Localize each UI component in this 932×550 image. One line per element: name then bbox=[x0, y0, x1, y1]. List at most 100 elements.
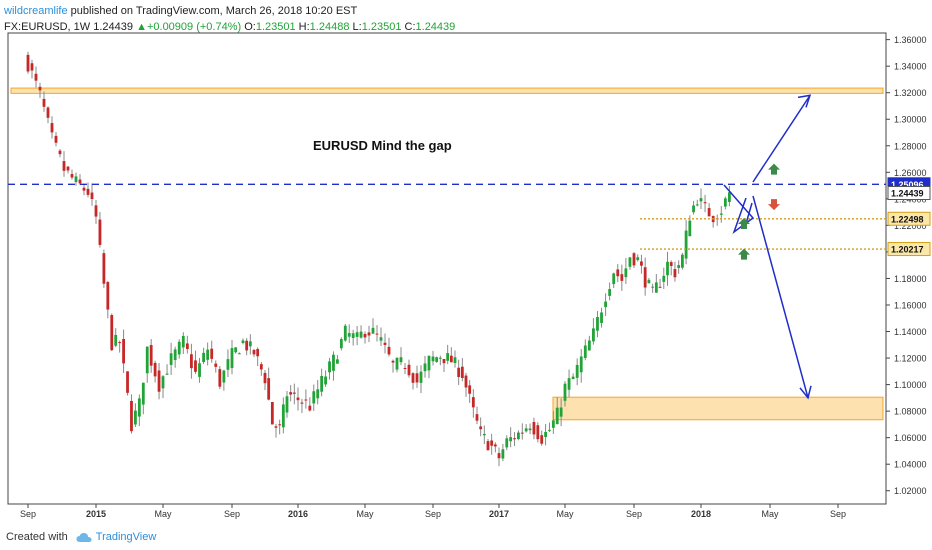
candle-body bbox=[651, 286, 655, 288]
change-value: +0.00909 (+0.74%) bbox=[146, 21, 242, 33]
candle-body bbox=[442, 358, 446, 364]
price-label-box bbox=[887, 211, 931, 226]
time-axis[interactable]: Sep 2015 May Sep 2016 May Sep 2017 May Sep 2018 May… bbox=[20, 504, 846, 519]
up-arrow-head bbox=[797, 94, 812, 108]
candle-body bbox=[336, 359, 339, 364]
candle-body bbox=[449, 355, 453, 363]
y-tick-label: 1.10000 bbox=[894, 380, 927, 390]
candle-body bbox=[316, 389, 320, 399]
candle-body bbox=[214, 363, 218, 367]
candle-body bbox=[662, 275, 666, 282]
candle-body bbox=[70, 174, 74, 178]
candle-body bbox=[528, 428, 532, 431]
candle-body bbox=[153, 362, 157, 377]
candle-body bbox=[563, 383, 567, 401]
candle-body bbox=[177, 341, 181, 355]
candle-body bbox=[501, 449, 505, 459]
candle-body bbox=[110, 315, 114, 351]
symbol-label: FX:EURUSD, 1W bbox=[4, 21, 91, 33]
chart-header: wildcreamlife published on TradingView.c… bbox=[4, 4, 455, 34]
y-tick-label: 1.08000 bbox=[894, 407, 927, 417]
zone-rect bbox=[10, 87, 884, 94]
candle-body bbox=[241, 340, 245, 344]
price-label-text: 1.24439 bbox=[891, 189, 924, 199]
y-tick-label: 1.28000 bbox=[894, 141, 927, 151]
up-triangle-icon: ▲ bbox=[136, 21, 147, 33]
candle-body bbox=[278, 424, 282, 426]
x-tick-label: May bbox=[761, 509, 779, 519]
price-label-box bbox=[887, 186, 931, 201]
tradingview-logo[interactable]: TradingView bbox=[76, 531, 157, 543]
candle-body bbox=[548, 429, 551, 431]
x-tick-label: May bbox=[154, 509, 172, 519]
tradingview-brand: TradingView bbox=[95, 531, 157, 543]
candle-body bbox=[600, 312, 603, 323]
zones-layer bbox=[7, 32, 887, 505]
price-label-text: 1.22498 bbox=[891, 214, 924, 224]
candle-body bbox=[185, 343, 189, 350]
candle-body bbox=[493, 444, 497, 447]
down-arrow-head bbox=[799, 385, 812, 400]
author-link[interactable]: wildcreamlife bbox=[4, 5, 68, 17]
open-label: O: bbox=[244, 21, 256, 33]
up-projection-arrow bbox=[752, 94, 811, 183]
y-tick-label: 1.12000 bbox=[894, 354, 927, 364]
price-chart[interactable]: EURUSD Mind the gap 1.02000 1.04000 1.0600… bbox=[0, 0, 932, 524]
candle-body bbox=[30, 63, 34, 71]
candle-body bbox=[699, 198, 703, 202]
candle-body bbox=[612, 273, 616, 285]
candle-body bbox=[267, 378, 271, 400]
candle-body bbox=[169, 353, 173, 365]
candle-body bbox=[680, 254, 684, 268]
candle-body bbox=[517, 432, 520, 440]
candle-body bbox=[457, 367, 461, 377]
candle-body bbox=[479, 426, 483, 430]
candle-body bbox=[46, 107, 50, 118]
price-label-text: 1.25096 bbox=[891, 180, 924, 190]
candle-body bbox=[399, 357, 403, 363]
candle-body bbox=[579, 356, 583, 373]
candle-body bbox=[471, 397, 475, 408]
candle-body bbox=[567, 378, 571, 390]
candle-body bbox=[234, 347, 238, 353]
candle-body bbox=[571, 376, 575, 380]
candle-body bbox=[555, 407, 559, 425]
candles-layer bbox=[26, 51, 731, 467]
candle-body bbox=[289, 392, 293, 395]
candle-body bbox=[688, 220, 692, 237]
price-label-box bbox=[887, 242, 931, 257]
y-tick-label: 1.14000 bbox=[894, 327, 927, 337]
candle-body bbox=[411, 373, 415, 383]
low-value: 1.23501 bbox=[361, 21, 402, 33]
x-tick-label: Sep bbox=[626, 509, 642, 519]
candle-body bbox=[363, 333, 367, 338]
y-tick-label: 1.18000 bbox=[894, 274, 927, 284]
candle-body bbox=[677, 265, 681, 268]
candle-body bbox=[654, 282, 658, 293]
candle-body bbox=[263, 372, 267, 384]
candle-body bbox=[285, 396, 289, 413]
candle-body bbox=[50, 123, 54, 133]
up-marker-icon bbox=[768, 163, 780, 175]
candle-body bbox=[395, 357, 399, 370]
x-tick-label: May bbox=[556, 509, 574, 519]
x-tick-label: 2015 bbox=[86, 509, 106, 519]
candle-body bbox=[339, 339, 343, 349]
candle-body bbox=[647, 279, 651, 284]
candle-body bbox=[692, 205, 695, 213]
candle-body bbox=[38, 86, 42, 91]
candle-body bbox=[173, 349, 177, 361]
candle-body bbox=[245, 340, 249, 351]
candle-body bbox=[640, 261, 643, 266]
candle-body bbox=[486, 441, 490, 451]
candle-body bbox=[371, 327, 375, 334]
candle-body bbox=[82, 187, 86, 191]
candle-body bbox=[383, 342, 387, 345]
candle-body bbox=[604, 301, 607, 308]
x-tick-label: 2018 bbox=[691, 509, 711, 519]
candle-body bbox=[343, 325, 347, 341]
y-tick-label: 1.30000 bbox=[894, 115, 927, 125]
y-tick-label: 1.36000 bbox=[894, 35, 927, 45]
candle-body bbox=[58, 150, 62, 155]
price-axis[interactable]: 1.02000 1.04000 1.06000 1.08000 1.10000 1.120… bbox=[886, 35, 927, 496]
